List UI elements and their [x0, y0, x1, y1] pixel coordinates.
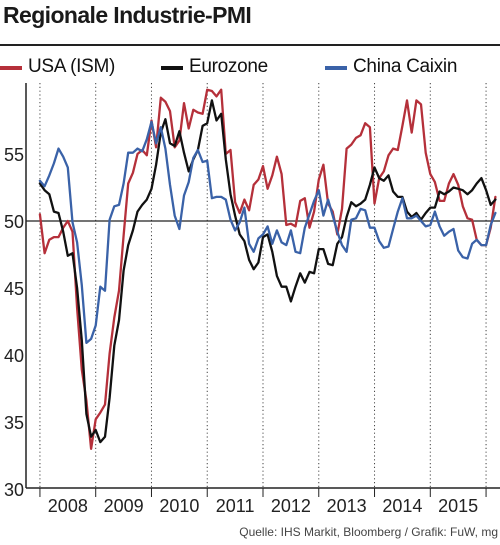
legend-label-china: China Caixin	[353, 56, 458, 77]
y-tick-label-55: 55	[4, 145, 24, 165]
y-tick-label-40: 40	[4, 346, 24, 366]
x-tick-label-2015: 2015	[438, 496, 478, 516]
chart-plot-area: 30 35 40 45 50 55 2008 2009 2010 2011 2012 2013 2014…	[4, 83, 500, 516]
x-tick-label-2008: 2008	[48, 496, 88, 516]
title-divider	[0, 44, 500, 46]
source-note: Quelle: IHS Markit, Bloomberg / Grafik: …	[239, 525, 498, 539]
x-tick-label-2012: 2012	[271, 496, 311, 516]
chart-title: Regionale Industrie-PMI	[3, 2, 252, 28]
legend-label-usa: USA (ISM)	[28, 56, 116, 77]
x-tick-label-2013: 2013	[327, 496, 367, 516]
x-tick-label-2014: 2014	[382, 496, 422, 516]
series-line-china	[38, 120, 497, 345]
legend-swatch-china	[325, 66, 347, 70]
legend-label-eurozone: Eurozone	[189, 56, 268, 77]
series-line-eurozone	[38, 99, 497, 444]
x-tick-label-2010: 2010	[159, 496, 199, 516]
series-line-usa	[38, 88, 497, 450]
y-tick-label-35: 35	[4, 413, 24, 433]
y-tick-label-50: 50	[4, 212, 24, 232]
legend-swatch-usa	[0, 66, 22, 70]
y-tick-label-30: 30	[4, 480, 24, 500]
legend: USA (ISM) Eurozone China Caixin	[0, 56, 500, 80]
x-tick-label-2009: 2009	[104, 496, 144, 516]
y-tick-label-45: 45	[4, 279, 24, 299]
legend-swatch-eurozone	[161, 66, 183, 70]
x-tick-label-2011: 2011	[216, 496, 255, 516]
